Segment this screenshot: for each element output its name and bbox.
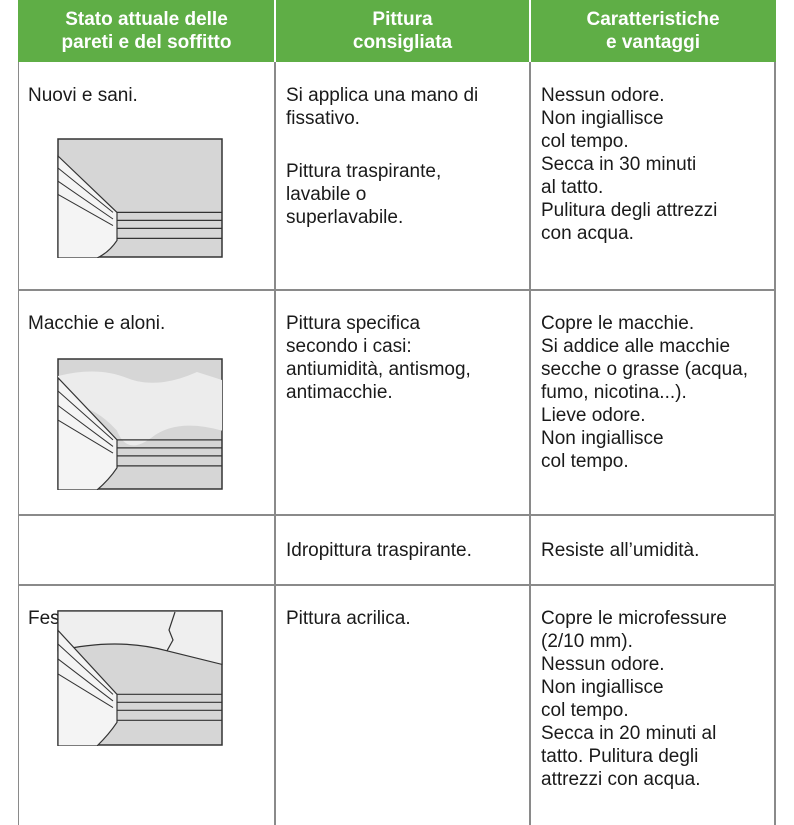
- features-text: Copre le microfessure: [541, 608, 727, 629]
- features-text: Copre le macchie.: [541, 313, 695, 334]
- header-text: Pittura: [372, 9, 433, 30]
- features-text: col tempo.: [541, 131, 629, 152]
- features-text: Non ingiallisce: [541, 677, 664, 698]
- paint-text: Pittura acrilica.: [286, 608, 411, 629]
- column-border: [274, 62, 276, 825]
- features-text: col tempo.: [541, 451, 629, 472]
- features-text: Si addice alle macchie: [541, 336, 731, 357]
- row-border: [18, 514, 776, 516]
- features-text: (2/10 mm).: [541, 631, 633, 652]
- features-text: secche o grasse (acqua,: [541, 359, 749, 380]
- paint-text: antiumidità, antismog,: [286, 359, 471, 380]
- paint-text: fissativo.: [286, 108, 360, 129]
- header-text: pareti e del soffitto: [61, 32, 232, 53]
- features-text: Pulitura degli attrezzi: [541, 200, 718, 221]
- features-text: Secca in 30 minuti: [541, 154, 697, 175]
- header-text: consigliata: [352, 32, 453, 53]
- paint-text: Pittura specifica: [286, 313, 421, 334]
- row-border: [18, 289, 776, 291]
- state-text: Nuovi e sani.: [28, 85, 138, 106]
- header-separator: [274, 0, 276, 62]
- column-border: [529, 62, 531, 825]
- features-text: Nessun odore.: [541, 85, 665, 106]
- features-text: fumo, nicotina...).: [541, 382, 687, 403]
- paint-text: Pittura traspirante,: [286, 161, 442, 182]
- row-border: [18, 584, 776, 586]
- paint-text: Idropittura traspirante.: [286, 539, 472, 561]
- features-text: Resiste all’umidità.: [541, 539, 700, 561]
- header-text: Stato attuale delle: [65, 9, 228, 30]
- state-text: Macchie e aloni.: [28, 313, 166, 334]
- features-text: con acqua.: [541, 223, 634, 244]
- features-text: Nessun odore.: [541, 654, 665, 675]
- header-text: e vantaggi: [606, 32, 700, 53]
- features-text: Lieve odore.: [541, 405, 646, 426]
- table-header: [18, 0, 776, 62]
- features-text: Secca in 20 minuti al: [541, 723, 717, 744]
- paint-text: lavabile o: [286, 184, 367, 205]
- paint-text: Si applica una mano di: [286, 85, 479, 106]
- features-text: Non ingiallisce: [541, 108, 664, 129]
- features-text: Non ingiallisce: [541, 428, 664, 449]
- features-text: col tempo.: [541, 700, 629, 721]
- features-text: al tatto.: [541, 177, 604, 198]
- illustration: [57, 358, 223, 490]
- features-text: attrezzi con acqua.: [541, 769, 701, 790]
- illustration: [57, 610, 223, 746]
- features-text: tatto. Pulitura degli: [541, 746, 699, 767]
- paint-text: antimacchie.: [286, 382, 393, 403]
- header-text: Caratteristiche: [586, 9, 720, 30]
- illustration: [57, 138, 223, 258]
- header-separator: [529, 0, 531, 62]
- column-border: [18, 62, 19, 825]
- paint-text: secondo i casi:: [286, 336, 412, 357]
- column-border: [774, 62, 776, 825]
- paint-text: superlavabile.: [286, 207, 404, 228]
